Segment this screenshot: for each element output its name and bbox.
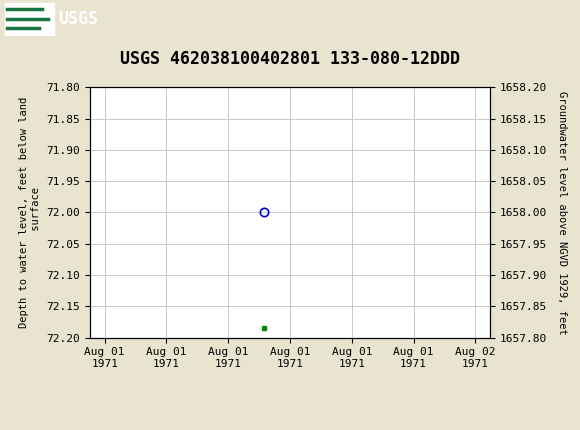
Text: USGS: USGS (58, 10, 98, 28)
Y-axis label: Depth to water level, feet below land
 surface: Depth to water level, feet below land su… (19, 97, 41, 328)
FancyBboxPatch shape (5, 3, 54, 35)
Y-axis label: Groundwater level above NGVD 1929, feet: Groundwater level above NGVD 1929, feet (557, 91, 567, 334)
Text: USGS 462038100402801 133-080-12DDD: USGS 462038100402801 133-080-12DDD (120, 50, 460, 68)
